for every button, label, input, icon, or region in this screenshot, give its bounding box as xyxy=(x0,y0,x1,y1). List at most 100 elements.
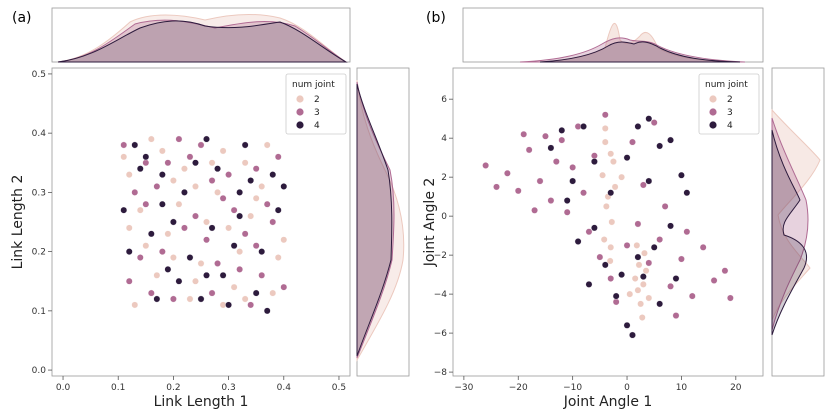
scatter-point-joint-3 xyxy=(275,154,281,160)
x-tick-label: −10 xyxy=(563,383,582,393)
panel-b-top-marginal xyxy=(463,8,763,62)
scatter-point-joint-3 xyxy=(515,188,521,194)
scatter-point-joint-3 xyxy=(646,260,652,266)
panel-a-top-marginal xyxy=(52,8,350,62)
x-tick-label: 20 xyxy=(730,383,742,393)
x-tick-label: 10 xyxy=(676,383,688,393)
scatter-point-joint-3 xyxy=(209,290,215,296)
panel-a-right-marginal xyxy=(357,68,409,376)
scatter-point-joint-4 xyxy=(624,154,630,160)
panel-a-legend: num joint 2 3 4 xyxy=(286,74,346,134)
scatter-point-joint-3 xyxy=(281,284,287,290)
scatter-point-joint-3 xyxy=(684,229,690,235)
scatter-point-joint-4 xyxy=(220,272,226,278)
scatter-point-joint-3 xyxy=(629,139,635,145)
scatter-point-joint-2 xyxy=(643,268,649,274)
scatter-point-joint-2 xyxy=(242,296,248,302)
scatter-point-joint-2 xyxy=(220,148,226,154)
scatter-point-joint-3 xyxy=(253,242,259,248)
scatter-point-joint-3 xyxy=(270,219,276,225)
panel-a: 0.0 0.1 0.2 0.3 0.4 0.5 0.0 0.1 0.2 0.3 0.4 0.5 Li… xyxy=(10,8,409,410)
scatter-point-joint-2 xyxy=(639,314,645,320)
scatter-point-joint-4 xyxy=(640,273,646,279)
scatter-point-joint-2 xyxy=(209,160,215,166)
scatter-point-joint-2 xyxy=(203,219,209,225)
scatter-point-joint-2 xyxy=(599,172,605,178)
scatter-point-joint-4 xyxy=(159,171,165,177)
scatter-point-joint-4 xyxy=(646,178,652,184)
scatter-point-joint-2 xyxy=(121,154,127,160)
scatter-point-joint-3 xyxy=(656,236,662,242)
y-tick-label: 0.1 xyxy=(32,307,46,317)
scatter-point-joint-2 xyxy=(275,254,281,260)
y-tick-label: 0.0 xyxy=(32,366,47,376)
scatter-point-joint-4 xyxy=(548,145,554,151)
scatter-point-joint-2 xyxy=(126,171,132,177)
scatter-point-joint-4 xyxy=(580,123,586,129)
scatter-point-joint-2 xyxy=(637,301,643,307)
scatter-point-joint-4 xyxy=(126,248,132,254)
scatter-point-joint-4 xyxy=(209,225,215,231)
scatter-point-joint-2 xyxy=(636,262,642,268)
scatter-point-joint-4 xyxy=(121,207,127,213)
legend-marker-b-2 xyxy=(709,95,716,102)
x-tick-label: 0 xyxy=(624,383,630,393)
scatter-point-joint-3 xyxy=(689,293,695,299)
scatter-point-joint-4 xyxy=(176,278,182,284)
y-tick-label: −6 xyxy=(434,329,448,339)
scatter-point-joint-4 xyxy=(236,213,242,219)
scatter-point-joint-4 xyxy=(259,248,265,254)
scatter-point-joint-3 xyxy=(673,312,679,318)
panel-a-y-label: Link Length 2 xyxy=(10,175,26,270)
scatter-point-joint-4 xyxy=(137,165,143,171)
scatter-point-joint-2 xyxy=(253,195,259,201)
scatter-point-joint-4 xyxy=(635,123,641,129)
scatter-point-joint-3 xyxy=(700,244,706,250)
scatter-point-joint-3 xyxy=(181,225,187,231)
scatter-point-joint-4 xyxy=(143,154,149,160)
scatter-point-joint-4 xyxy=(624,322,630,328)
panel-a-x-label: Link Length 1 xyxy=(154,394,249,410)
scatter-point-joint-3 xyxy=(214,260,220,266)
scatter-point-joint-4 xyxy=(198,296,204,302)
scatter-point-joint-4 xyxy=(608,190,614,196)
scatter-point-joint-4 xyxy=(203,136,209,142)
scatter-point-joint-3 xyxy=(493,184,499,190)
panel-a-y-ticks: 0.00.10.20.30.40.5 xyxy=(32,70,52,376)
panel-b-y-label: Joint Angle 2 xyxy=(422,178,438,268)
scatter-point-joint-3 xyxy=(225,171,231,177)
legend-marker-a-2 xyxy=(296,95,303,102)
scatter-point-joint-2 xyxy=(165,231,171,237)
legend-marker-a-3 xyxy=(296,108,303,115)
scatter-point-joint-4 xyxy=(564,197,570,203)
scatter-point-joint-4 xyxy=(586,281,592,287)
scatter-point-joint-2 xyxy=(640,281,646,287)
scatter-point-joint-2 xyxy=(170,254,176,260)
scatter-point-joint-2 xyxy=(609,219,615,225)
scatter-point-joint-2 xyxy=(176,201,182,207)
scatter-point-joint-4 xyxy=(247,177,253,183)
scatter-point-joint-3 xyxy=(259,272,265,278)
legend-title-b: num joint xyxy=(705,80,748,90)
scatter-point-joint-2 xyxy=(646,295,652,301)
scatter-point-joint-2 xyxy=(247,213,253,219)
scatter-point-joint-3 xyxy=(176,136,182,142)
scatter-point-joint-4 xyxy=(629,332,635,338)
scatter-point-joint-2 xyxy=(214,189,220,195)
scatter-point-joint-4 xyxy=(181,189,187,195)
panel-b-x-label: Joint Angle 1 xyxy=(563,394,653,410)
scatter-point-joint-2 xyxy=(603,203,609,209)
legend-marker-b-4 xyxy=(709,121,716,128)
x-tick-label: 0.0 xyxy=(56,383,71,393)
x-tick-label: 0.4 xyxy=(277,383,292,393)
y-tick-label: 0.5 xyxy=(32,70,46,80)
scatter-point-joint-3 xyxy=(209,177,215,183)
scatter-point-joint-2 xyxy=(602,139,608,145)
scatter-point-joint-2 xyxy=(281,237,287,243)
scatter-point-joint-4 xyxy=(148,231,154,237)
scatter-point-joint-2 xyxy=(132,302,138,308)
scatter-point-joint-4 xyxy=(559,127,565,133)
scatter-point-joint-3 xyxy=(187,154,193,160)
scatter-point-joint-4 xyxy=(165,266,171,272)
scatter-point-joint-4 xyxy=(253,290,259,296)
